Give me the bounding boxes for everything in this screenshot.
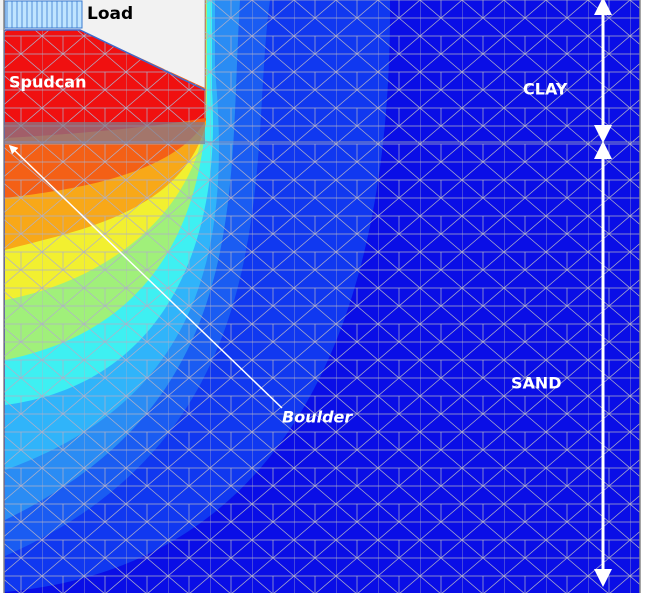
mesh — [4, 0, 640, 593]
boulder-pointer — [8, 144, 283, 409]
sand-label: SAND — [511, 374, 562, 393]
boulder-label: Boulder — [282, 408, 353, 427]
clay-label: CLAY — [523, 80, 568, 99]
spudcan-base — [5, 122, 205, 144]
load-hatch — [4, 0, 83, 29]
spudcan-outline — [5, 29, 206, 91]
spudcan-label: Spudcan — [9, 73, 87, 92]
load-label: Load — [87, 4, 133, 24]
